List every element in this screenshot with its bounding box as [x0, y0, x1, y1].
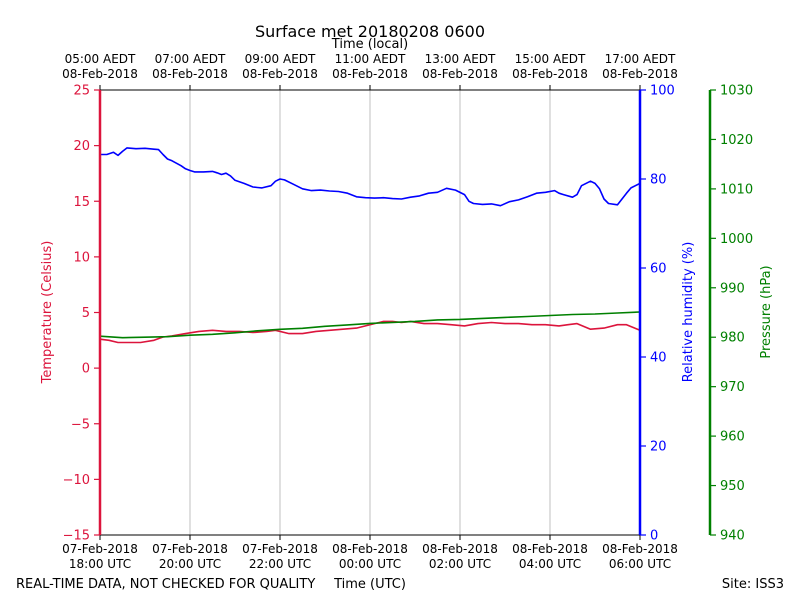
footer-site: Site: ISS3 — [722, 577, 784, 592]
humidity-tick-label: 0 — [650, 529, 658, 544]
top-tick-label: 15:00 AEDT — [515, 52, 586, 66]
pressure-tick-label: 1020 — [720, 133, 753, 148]
x-tick-label: 08-Feb-2018 — [602, 542, 678, 556]
x-tick-label: 08-Feb-2018 — [422, 542, 498, 556]
grid-layer — [189, 90, 551, 535]
chart-title: Surface met 20180208 0600 — [255, 22, 485, 41]
pressure-tick-label: 1010 — [720, 182, 753, 197]
temperature-tick-label: 15 — [73, 195, 90, 210]
top-tick-label: 08-Feb-2018 — [332, 67, 408, 81]
top-tick-label: 07:00 AEDT — [155, 52, 226, 66]
top-tick-label: 05:00 AEDT — [65, 52, 136, 66]
x-tick-label: 04:00 UTC — [519, 557, 581, 571]
x-tick-label: 07-Feb-2018 — [62, 542, 138, 556]
top-tick-label: 08-Feb-2018 — [512, 67, 588, 81]
temperature-tick-label: 20 — [73, 139, 90, 154]
top-tick-label: 08-Feb-2018 — [242, 67, 318, 81]
temperature-tick-label: −10 — [63, 473, 90, 488]
temperature-tick-label: −5 — [71, 417, 90, 432]
x-tick-label: 22:00 UTC — [249, 557, 311, 571]
pressure-tick-label: 960 — [720, 430, 745, 445]
series-line-humidity — [100, 147, 641, 207]
footer-quality-note: REAL-TIME DATA, NOT CHECKED FOR QUALITY — [16, 577, 315, 592]
top-tick-label: 08-Feb-2018 — [602, 67, 678, 81]
top-tick-label: 09:00 AEDT — [245, 52, 316, 66]
temperature-tick-label: 10 — [73, 250, 90, 265]
x-tick-label: 08-Feb-2018 — [512, 542, 588, 556]
humidity-tick-label: 80 — [650, 173, 667, 188]
humidity-tick-label: 20 — [650, 440, 667, 455]
temperature-tick-label: 5 — [82, 306, 90, 321]
temperature-tick-label: −15 — [63, 529, 90, 544]
pressure-tick-label: 1030 — [720, 84, 753, 99]
top-axis-label: Time (local) — [331, 37, 408, 52]
x-tick-label: 06:00 UTC — [609, 557, 671, 571]
series-line-pressure — [99, 311, 641, 339]
x-tick-label: 18:00 UTC — [69, 557, 131, 571]
x-tick-label: 07-Feb-2018 — [152, 542, 228, 556]
x-tick-label: 20:00 UTC — [159, 557, 221, 571]
x-tick-label: 07-Feb-2018 — [242, 542, 318, 556]
pressure-tick-label: 1000 — [720, 232, 753, 247]
pressure-tick-label: 990 — [720, 281, 745, 296]
humidity-tick-label: 60 — [650, 262, 667, 277]
pressure-tick-label: 940 — [720, 529, 745, 544]
series-line-temperature — [99, 320, 641, 344]
top-tick-label: 11:00 AEDT — [335, 52, 406, 66]
temperature-tick-label: 0 — [82, 362, 90, 377]
top-tick-label: 17:00 AEDT — [605, 52, 676, 66]
pressure-tick-label: 970 — [720, 380, 745, 395]
humidity-tick-label: 40 — [650, 351, 667, 366]
top-tick-label: 08-Feb-2018 — [62, 67, 138, 81]
x-tick-label: 02:00 UTC — [429, 557, 491, 571]
x-tick-label: 08-Feb-2018 — [332, 542, 408, 556]
pressure-tick-label: 950 — [720, 479, 745, 494]
pressure-tick-label: 980 — [720, 331, 745, 346]
x-tick-label: 00:00 UTC — [339, 557, 401, 571]
temperature-tick-label: 25 — [73, 84, 90, 99]
humidity-axis-label: Relative humidity (%) — [681, 242, 696, 383]
top-tick-label: 13:00 AEDT — [425, 52, 496, 66]
temperature-axis-label: Temperature (Celsius) — [40, 241, 55, 385]
top-tick-label: 08-Feb-2018 — [152, 67, 228, 81]
series-layer — [99, 147, 641, 344]
pressure-axis-label: Pressure (hPa) — [759, 265, 774, 358]
x-axis-label: Time (UTC) — [333, 577, 406, 592]
humidity-tick-label: 100 — [650, 84, 675, 99]
top-tick-label: 08-Feb-2018 — [422, 67, 498, 81]
